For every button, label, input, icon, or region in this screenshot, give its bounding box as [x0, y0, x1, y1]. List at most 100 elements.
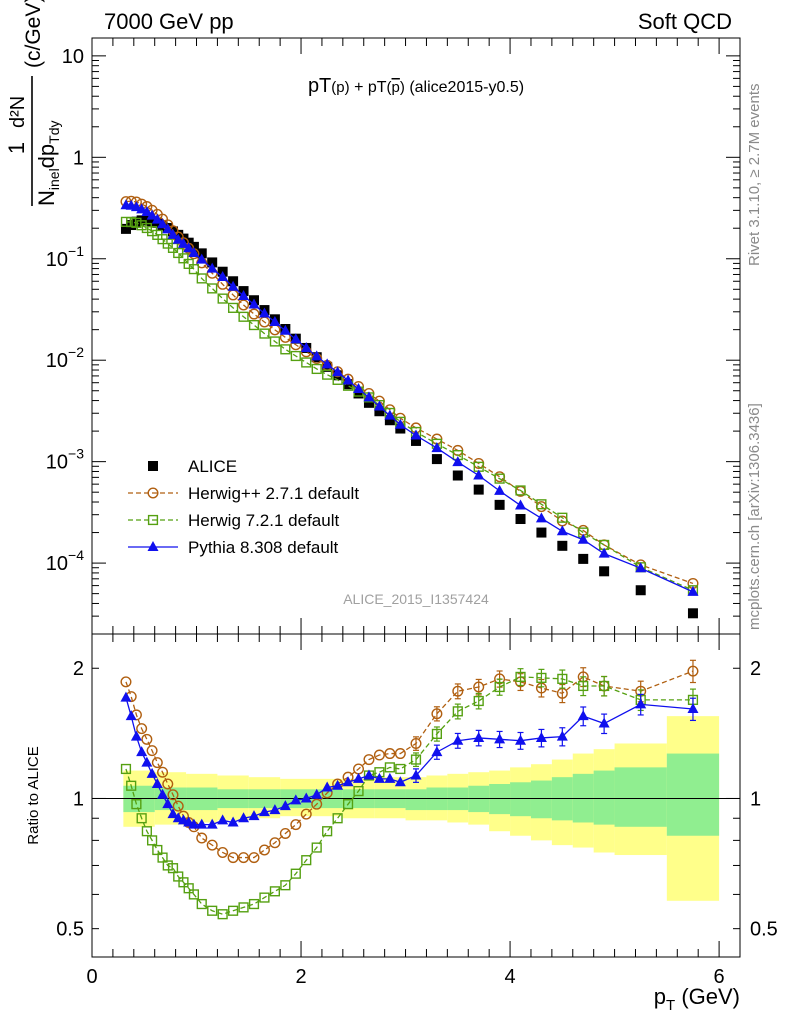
marker-triangle-filled: [120, 691, 132, 702]
legend-label: Pythia 8.308 default: [188, 538, 339, 557]
marker-square-filled: [196, 248, 207, 259]
marker-triangle-filled: [238, 812, 250, 823]
ratio-y-tick-label-right: 0.5: [750, 919, 778, 941]
side-label-mcplots: mcplots.cern.ch [arXiv:1306.3436]: [746, 403, 763, 630]
marker-square-open: [141, 222, 152, 234]
marker-triangle-filled: [535, 731, 547, 742]
x-tick-label: 2: [295, 966, 306, 988]
marker-square-open: [141, 826, 152, 837]
marker-triangle-filled: [494, 733, 506, 744]
marker-square-open: [410, 754, 422, 765]
marker-triangle-filled: [687, 585, 699, 596]
marker-square-filled: [599, 566, 610, 577]
marker-square-open: [301, 855, 312, 866]
legend-entry: Pythia 8.308 default: [128, 538, 339, 557]
marker-circle-open: [269, 837, 281, 849]
x-ticks: [91, 38, 741, 957]
header-collision-energy: 7000 GeV pp: [104, 9, 234, 34]
marker-square-filled: [207, 257, 218, 268]
marker-triangle-filled: [577, 533, 589, 544]
marker-circle-open: [196, 832, 208, 844]
marker-triangle-filled: [157, 788, 169, 799]
marker-triangle-filled: [141, 756, 153, 767]
marker-square-open: [207, 283, 218, 294]
marker-square-open: [515, 671, 526, 682]
ylabel-units: (c/GeV): [22, 0, 45, 68]
marker-triangle-filled: [136, 746, 148, 757]
marker-square-filled: [411, 435, 421, 446]
y-tick-exponent: −4: [68, 547, 84, 563]
marker-triangle-filled: [300, 341, 312, 352]
marker-square-filled: [131, 216, 142, 227]
marker-square-open: [311, 363, 322, 375]
marker-circle-open: [206, 839, 218, 851]
marker-square-filled: [363, 397, 374, 408]
marker-triangle-filled: [494, 484, 506, 495]
marker-triangle-filled: [279, 324, 291, 335]
marker-square-open: [157, 852, 168, 863]
marker-circle-open: [162, 778, 174, 790]
marker-square-open: [599, 680, 610, 692]
marker-square-open: [259, 328, 270, 339]
marker-triangle-filled: [473, 469, 485, 480]
marker-triangle-filled: [635, 698, 647, 709]
marker-triangle-filled: [248, 810, 260, 821]
marker-circle-open: [311, 798, 323, 810]
marker-triangle-filled: [146, 209, 158, 220]
marker-triangle-filled: [177, 237, 189, 248]
ratio-y-tick-label-left: 0.5: [56, 919, 84, 941]
band-inner-bin: [405, 789, 427, 811]
ylabel-dp: dp: [34, 144, 59, 168]
marker-square-open: [188, 264, 200, 275]
marker-square-open: [473, 695, 484, 707]
marker-circle-open: [279, 827, 291, 839]
ratio-y-axis-label: Ratio to ALICE: [25, 746, 42, 844]
legend-entry: Herwig++ 2.7.1 default: [128, 484, 359, 503]
marker-triangle-filled: [151, 213, 163, 224]
marker-square-open: [227, 302, 239, 313]
marker-square-open: [280, 880, 291, 891]
marker-triangle-filled: [196, 818, 208, 829]
marker-square-open: [131, 799, 142, 810]
marker-triangle-filled: [227, 280, 239, 291]
marker-square-open: [146, 226, 158, 237]
marker-triangle-filled: [172, 233, 184, 244]
y-tick-base: 1: [73, 147, 84, 169]
marker-triangle-filled: [332, 366, 344, 377]
main-y-ticks: [92, 55, 740, 635]
marker-triangle-filled: [183, 242, 195, 253]
marker-square-open: [146, 835, 158, 846]
marker-triangle-filled: [147, 541, 159, 551]
marker-square-filled: [635, 585, 646, 596]
marker-circle-open: [136, 723, 148, 735]
ratio-uncertainty-bands: [123, 716, 720, 901]
marker-square-open: [178, 253, 189, 264]
ratio-y-tick-label-left: 1: [73, 788, 84, 810]
marker-square-open: [196, 898, 207, 910]
marker-triangle-filled: [556, 525, 568, 536]
marker-triangle-filled: [373, 400, 385, 411]
marker-square-filled: [687, 608, 698, 619]
ylabel-denominator: NineldpTdy: [34, 120, 62, 206]
marker-square-filled: [473, 484, 484, 495]
marker-triangle-filled: [217, 271, 229, 282]
ratio-frame: [91, 633, 741, 958]
marker-triangle-filled: [188, 246, 200, 257]
series-2: [120, 691, 699, 829]
marker-triangle-filled: [217, 814, 229, 825]
legend-entry: Herwig 7.2.1 default: [128, 511, 339, 530]
marker-circle-open: [410, 737, 422, 749]
marker-triangle-filled: [188, 818, 200, 829]
x-axis-label-unit: (GeV): [675, 984, 740, 1009]
marker-square-open: [248, 319, 260, 331]
marker-square-open: [269, 886, 281, 897]
marker-square-open: [167, 863, 179, 874]
marker-square-open: [557, 673, 568, 684]
marker-square-open: [136, 220, 147, 231]
analysis-watermark: ALICE_2015_I1357424: [343, 591, 489, 607]
marker-triangle-filled: [227, 816, 239, 827]
marker-triangle-filled: [384, 409, 396, 420]
marker-square-open: [342, 799, 354, 810]
marker-triangle-filled: [151, 778, 163, 789]
